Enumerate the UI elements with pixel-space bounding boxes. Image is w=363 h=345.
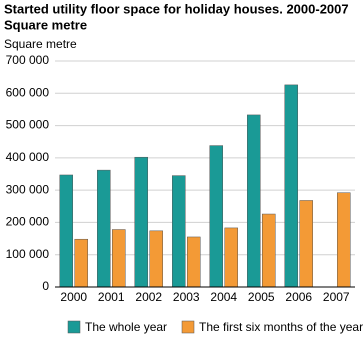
bar [224,227,238,288]
bar [209,145,223,288]
y-tick-label: 400 000 [6,150,50,164]
chart-title: Started utility floor space for holiday … [4,1,349,16]
y-tick-label: 600 000 [6,85,50,99]
legend-swatch [67,320,81,334]
bar [284,84,298,288]
y-tick-label: 700 000 [6,53,50,67]
y-tick-label: 500 000 [6,118,50,132]
x-tick-label: 2005 [248,290,275,304]
bar [172,175,186,288]
bar [59,174,73,288]
x-tick-label: 2003 [173,290,200,304]
bar [299,200,313,288]
bar [134,156,148,288]
bar [247,114,261,288]
x-tick-label: 2002 [135,290,162,304]
x-tick-label: 2000 [60,290,87,304]
bar [97,169,111,288]
bar [262,213,276,288]
legend-swatch [181,320,195,334]
y-tick-label: 0 [42,279,49,293]
x-tick-label: 2001 [98,290,125,304]
bar [74,238,88,288]
y-axis-label: Square metre [4,37,77,51]
bar [337,192,351,288]
chart-subtitle: Square metre [4,17,87,32]
x-tick-label: 2007 [323,290,350,304]
bar [112,229,126,288]
bar [149,230,163,288]
y-tick-label: 300 000 [6,182,50,196]
x-tick-label: 2006 [285,290,312,304]
bar [187,236,201,288]
x-tick-label: 2004 [210,290,237,304]
legend-label: The whole year [85,320,167,334]
y-tick-label: 100 000 [6,247,50,261]
y-tick-label: 200 000 [6,215,50,229]
legend-label: The first six months of the year [199,320,363,334]
